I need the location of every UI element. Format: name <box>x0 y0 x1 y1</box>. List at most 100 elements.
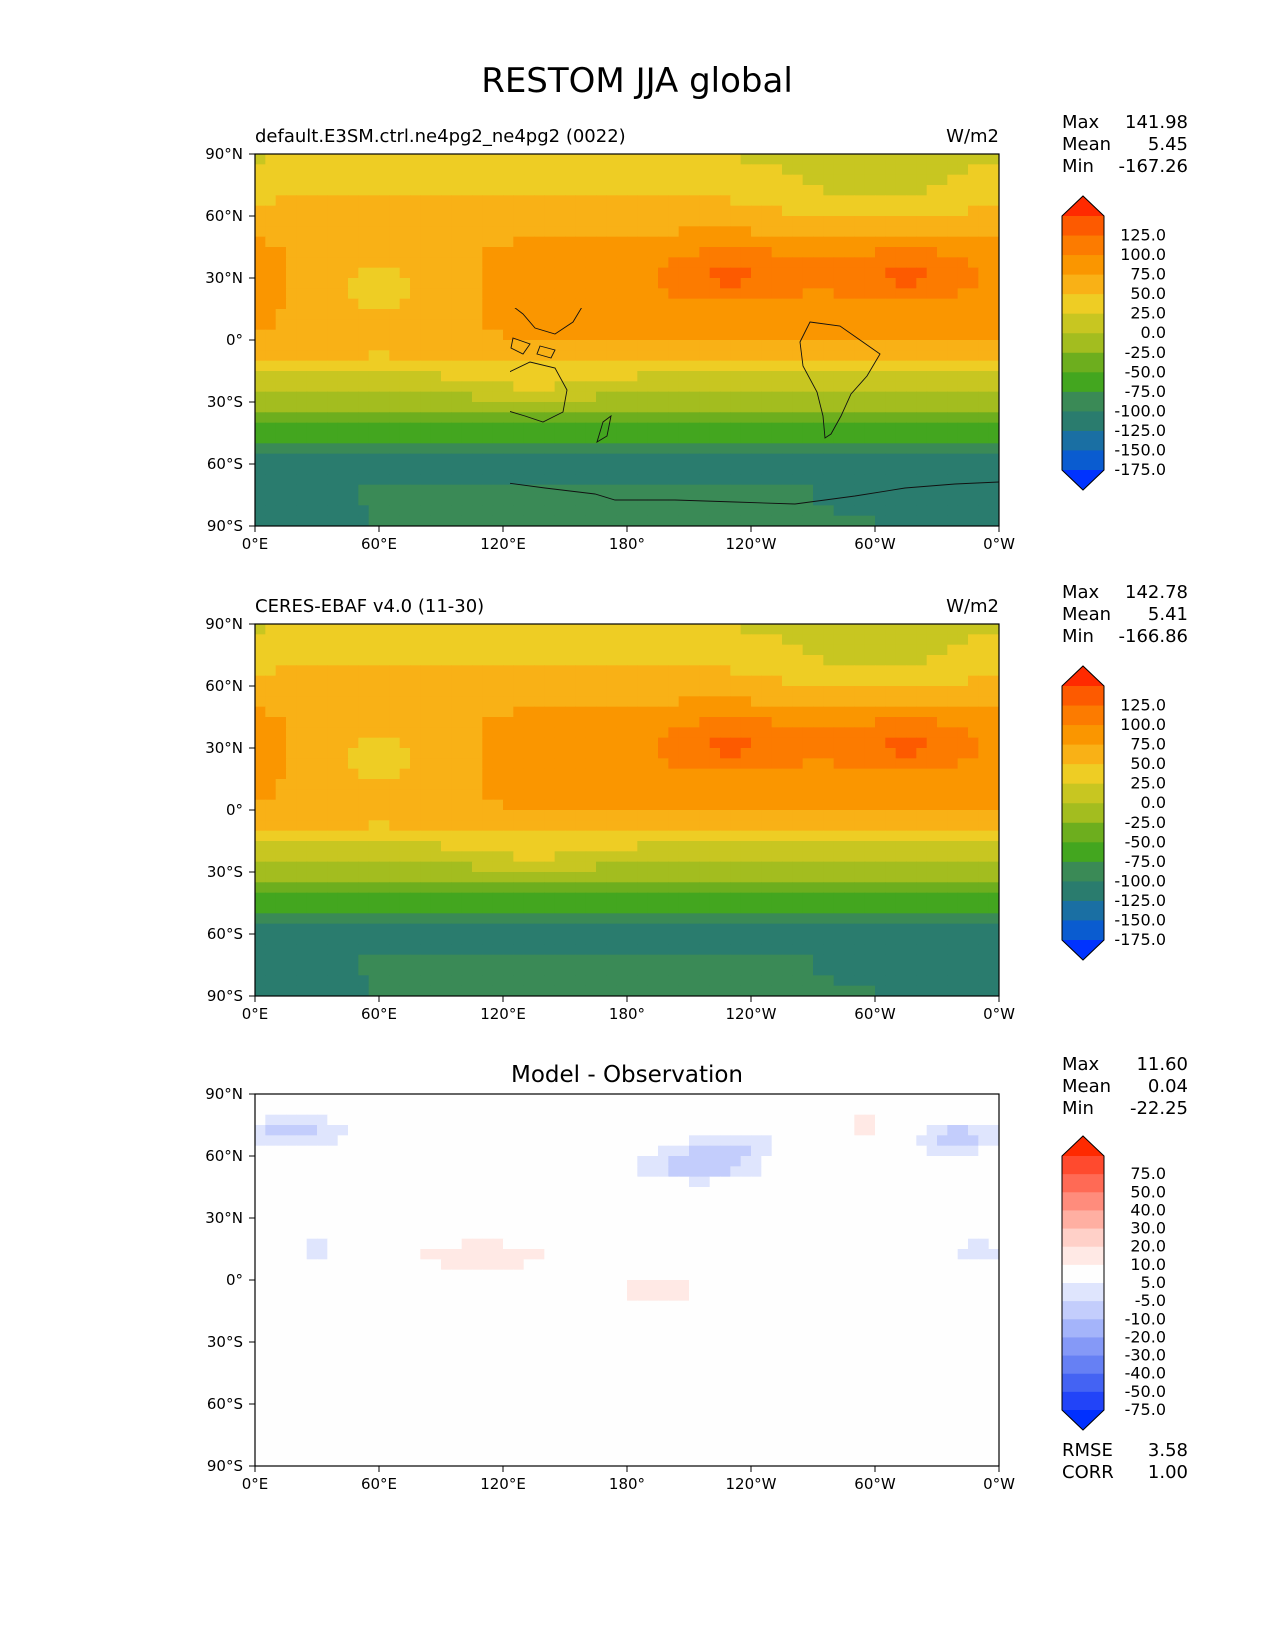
field-cell <box>833 706 845 718</box>
field-cell <box>482 484 494 496</box>
field-cell <box>306 309 318 320</box>
field-cell <box>575 433 587 444</box>
field-cell <box>875 686 886 697</box>
field-cell <box>337 381 349 393</box>
field-cell <box>565 665 576 677</box>
field-cell <box>823 174 835 186</box>
field-cell <box>503 820 514 832</box>
field-cell <box>895 903 907 914</box>
field-cell <box>740 675 752 687</box>
field-cell <box>575 329 587 341</box>
field-cell <box>771 799 783 811</box>
field-cell <box>492 464 504 475</box>
field-cell <box>337 412 349 424</box>
field-cell <box>988 236 999 248</box>
field-cell <box>709 226 721 238</box>
field-cell <box>720 923 731 935</box>
field-cell <box>833 422 845 434</box>
field-cell <box>751 381 762 393</box>
field-cell <box>864 748 876 759</box>
field-cell <box>906 195 917 207</box>
field-cell <box>430 267 442 279</box>
field-cell <box>854 882 866 894</box>
field-cell <box>709 882 721 894</box>
field-cell <box>337 391 349 403</box>
field-cell <box>668 185 680 196</box>
field-cell <box>441 453 452 465</box>
field-cell <box>596 319 607 331</box>
field-cell <box>637 789 649 801</box>
field-cell <box>410 381 421 393</box>
field-cell <box>668 360 680 372</box>
field-cell <box>906 247 917 258</box>
field-cell <box>565 696 576 708</box>
field-cell <box>544 185 556 196</box>
field-cell <box>658 433 669 444</box>
field-cell <box>544 422 556 434</box>
field-cell <box>668 515 680 526</box>
field-cell <box>957 727 969 739</box>
field-cell <box>337 350 349 362</box>
field-cell <box>296 665 308 677</box>
field-cell <box>699 216 711 227</box>
field-cell <box>647 340 659 351</box>
lon-tick-label: 120°E <box>480 535 526 553</box>
field-cell <box>420 675 432 687</box>
field-cell <box>988 505 999 517</box>
field-cell <box>885 453 897 465</box>
field-cell <box>906 257 917 269</box>
field-cell <box>492 453 504 465</box>
field-cell <box>286 247 297 258</box>
field-cell <box>740 644 752 656</box>
field-cell <box>596 205 607 217</box>
field-cell <box>368 391 380 403</box>
field-cell <box>720 737 731 749</box>
field-cell <box>472 892 483 904</box>
field-cell <box>616 288 628 300</box>
field-cell <box>492 309 504 320</box>
field-cell <box>709 655 721 666</box>
field-cell <box>947 371 959 382</box>
field-cell <box>410 748 421 759</box>
field-cell <box>678 154 690 165</box>
field-cell <box>771 195 783 207</box>
field-cell <box>585 412 597 424</box>
field-cell <box>544 453 556 465</box>
field-cell <box>472 923 483 935</box>
field-cell <box>761 484 773 496</box>
field-cell <box>771 371 783 382</box>
field-cell <box>875 247 886 258</box>
field-cell <box>833 174 845 186</box>
field-cell <box>637 799 649 811</box>
field-cell <box>348 164 359 176</box>
field-cell <box>895 350 907 362</box>
field-cell <box>895 453 907 465</box>
field-cell <box>771 433 783 444</box>
field-cell <box>255 882 266 894</box>
field-cell <box>658 799 669 811</box>
field-cell <box>275 644 287 656</box>
field-cell <box>430 655 442 666</box>
field-cell <box>503 954 514 966</box>
field-cell <box>844 453 855 465</box>
field-cell <box>978 913 990 925</box>
field-cell <box>327 288 339 300</box>
field-cell <box>420 851 432 863</box>
field-cell <box>317 319 328 331</box>
field-cell <box>596 195 607 207</box>
field-cell <box>544 872 556 883</box>
field-cell <box>296 288 308 300</box>
field-cell <box>647 185 659 196</box>
field-cell <box>895 360 907 372</box>
field-cell <box>575 665 587 677</box>
field-cell <box>554 505 566 517</box>
field-cell <box>399 799 411 811</box>
field-cell <box>658 675 669 687</box>
field-cell <box>885 402 897 413</box>
field-cell <box>503 185 514 196</box>
field-cell <box>978 727 990 739</box>
field-cell <box>327 164 339 176</box>
field-cell <box>906 236 917 248</box>
field-cell <box>916 944 928 956</box>
field-cell <box>286 624 297 635</box>
